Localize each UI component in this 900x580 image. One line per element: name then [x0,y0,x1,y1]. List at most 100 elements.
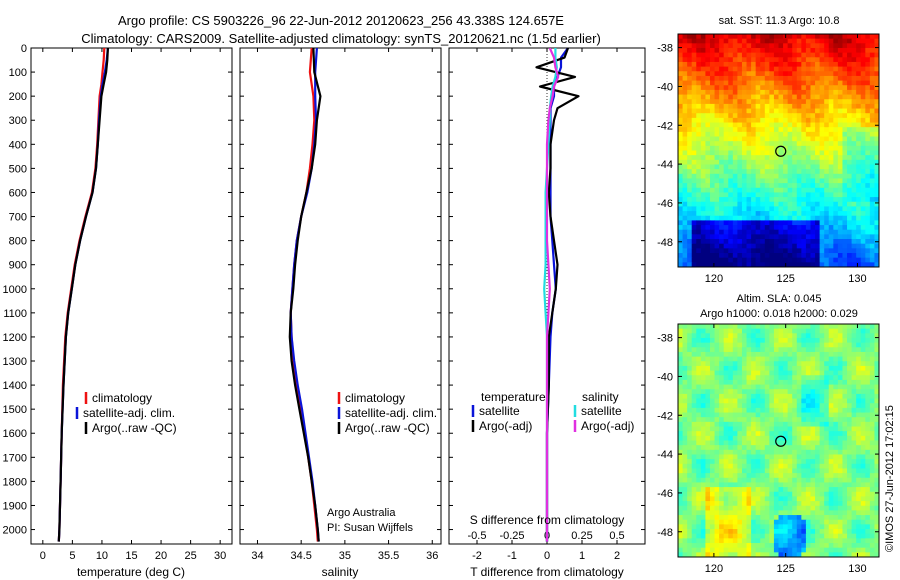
heatmap-cell [796,145,802,152]
heatmap-cell [805,477,812,484]
heatmap-cell [705,449,711,456]
heatmap-cell [865,515,871,521]
heatmap-cell [719,243,725,249]
heatmap-cell [700,103,707,110]
heatmap-cell [678,136,684,142]
heatmap-cell [842,463,848,470]
heatmap-cell [865,122,871,128]
heatmap-cell [737,515,743,521]
heatmap-cell [696,487,702,493]
heatmap-cell [856,192,862,198]
heatmap-cell [732,435,738,442]
heatmap-cell [819,398,825,404]
heatmap-cell [860,333,866,339]
heatmap-cell [705,393,711,400]
heatmap-cell [860,239,866,245]
heatmap-cell [824,361,830,367]
heatmap-cell [687,463,693,470]
heatmap-cell [751,342,757,348]
heatmap-cell [696,183,702,189]
heatmap-cell [709,342,716,348]
heatmap-cell [833,34,839,40]
heatmap-cell [746,496,752,502]
heatmap-cell [805,94,812,100]
heatmap-cell [773,229,780,235]
heatmap-cell [805,243,812,249]
heatmap-cell [815,103,821,110]
heatmap-cell [837,239,844,245]
heatmap-cell [696,407,702,414]
heatmap-cell [696,71,702,77]
heatmap-cell [778,178,784,184]
heatmap-cell [801,169,807,175]
heatmap-cell [810,351,816,358]
heatmap-cell [682,501,688,507]
heatmap-cell [769,61,775,68]
heatmap-cell [773,482,780,488]
heatmap-cell [696,103,702,110]
heatmap-cell [741,89,748,96]
heatmap-cell [865,426,871,432]
heatmap-cell [874,365,879,372]
heatmap-cell [842,412,848,418]
heatmap-cell [856,173,862,180]
heatmap-cell [709,145,716,152]
heatmap-cell [805,75,812,82]
heatmap-cell [783,337,789,344]
heatmap-cell [860,201,866,208]
heatmap-cell [810,178,816,184]
heatmap-cell [874,262,879,267]
heatmap-cell [723,47,729,54]
heatmap-cell [847,71,853,77]
heatmap-cell [728,57,734,63]
heatmap-cell [837,71,844,77]
heatmap-cell [783,89,789,96]
heatmap-cell [714,324,720,330]
heatmap-cell [869,501,876,507]
heatmap-cell [833,108,839,114]
heatmap-cell [728,501,734,507]
heatmap-cell [732,473,738,479]
heatmap-cell [851,173,857,180]
heatmap-cell [869,201,876,208]
heatmap-cell [801,398,807,404]
heatmap-cell [874,324,879,330]
heatmap-cell [760,370,766,376]
heatmap-cell [796,459,802,465]
heatmap-cell [842,389,848,395]
heatmap-cell [801,552,807,557]
heatmap-cell [705,108,711,114]
depth-tick-label: 1300 [3,356,27,368]
heatmap-cell [741,547,748,553]
heatmap-cell [709,43,716,49]
heatmap-cell [801,113,807,119]
heatmap-cell [760,197,766,203]
heatmap-cell [741,407,748,414]
heatmap-cell [746,454,752,460]
heatmap-cell [810,361,816,367]
heatmap-cell [842,141,848,147]
heatmap-cell [723,183,729,189]
heatmap-cell [833,169,839,175]
heatmap-cell [728,519,734,525]
heatmap-cell [860,127,866,133]
heatmap-cell [709,211,716,217]
heatmap-cell [824,435,830,442]
heatmap-cell [769,487,775,493]
heatmap-cell [856,435,862,442]
heatmap-cell [709,248,716,254]
heatmap-cell [783,94,789,100]
heatmap-cell [874,375,879,381]
heatmap-cell [778,365,784,372]
heatmap-cell [851,117,857,124]
heatmap-cell [787,379,793,386]
heatmap-cell [755,178,761,184]
heatmap-cell [796,426,802,432]
heatmap-cell [764,201,770,208]
heatmap-cell [760,183,766,189]
heatmap-cell [874,150,879,156]
heatmap-cell [865,136,871,142]
heatmap-cell [709,510,716,516]
heatmap-cell [869,127,876,133]
heatmap-cell [783,43,789,49]
